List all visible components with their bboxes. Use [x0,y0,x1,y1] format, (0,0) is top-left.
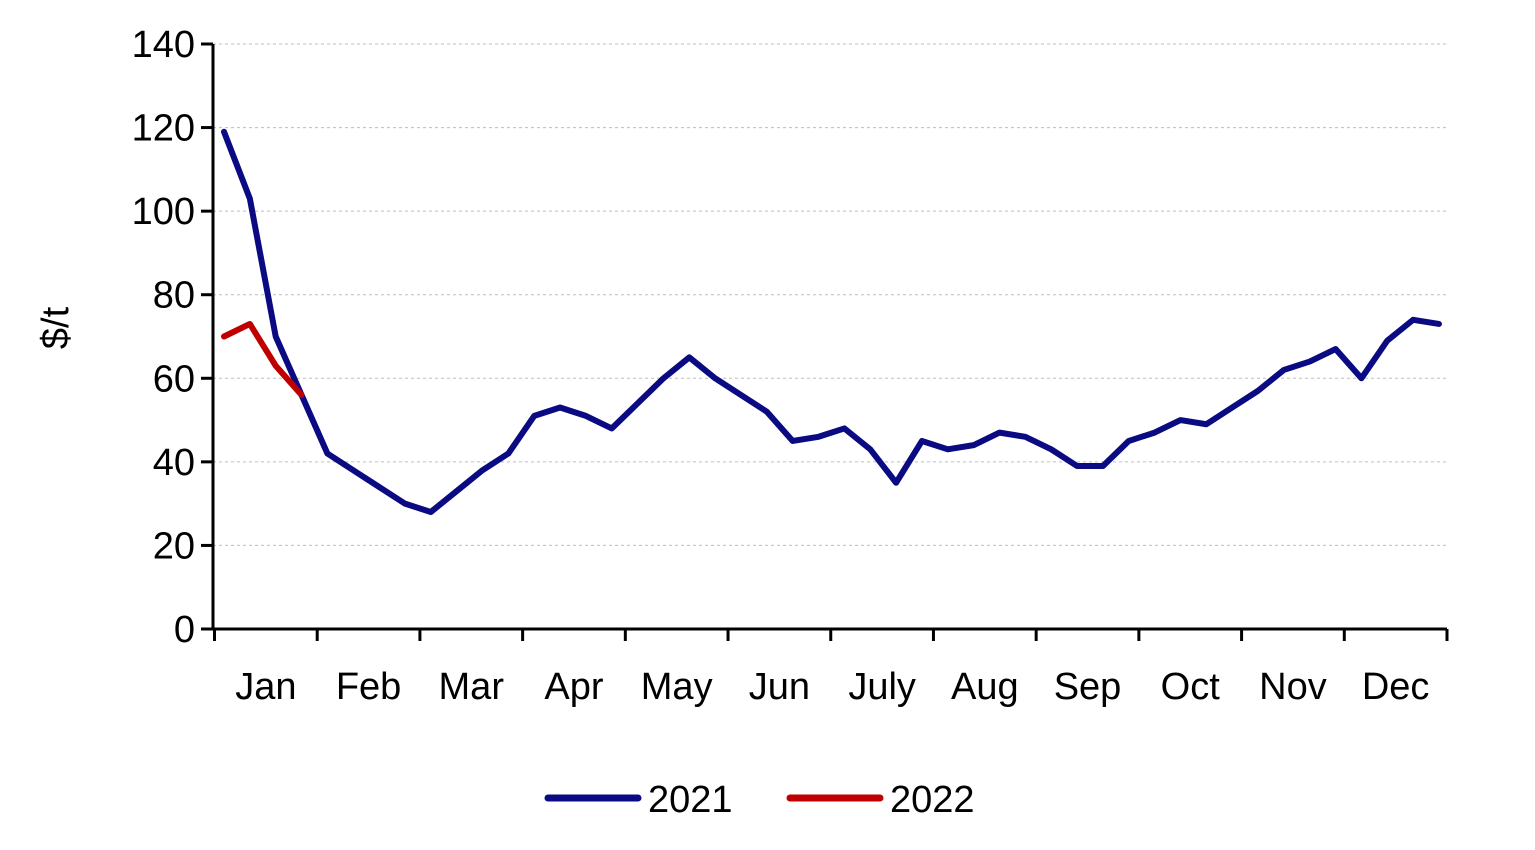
y-tick-label: 140 [132,24,195,66]
x-tick-label: Aug [951,666,1019,708]
series-lines [221,128,1442,515]
series-line-2022 [221,320,305,398]
x-tick-label: Dec [1362,666,1430,708]
x-tick-label: Mar [439,666,505,708]
x-tick-label: May [641,666,713,708]
series-line-2021 [221,128,1442,515]
x-tick-label: Feb [336,666,401,708]
y-tick-label: 80 [153,275,195,317]
y-tick-label: 100 [132,191,195,233]
y-tick-label: 120 [132,108,195,150]
axes [211,44,1447,631]
x-tick-label: Jun [749,666,810,708]
y-tick-label: 60 [153,358,195,400]
x-tick-label: July [848,666,916,708]
gridlines [213,43,1447,546]
y-tick-label: 20 [153,525,195,567]
y-tick-label: 40 [153,442,195,484]
x-axis-ticks: Jan Feb Mar Apr May Jun July Aug Sep Oct Nov Dec [213,629,1449,708]
legend: 2021 2022 [544,779,975,821]
x-tick-label: Oct [1161,666,1221,708]
x-tick-label: Jan [235,666,296,708]
y-axis-title: $/t [35,306,77,349]
y-tick-label: 0 [174,609,195,651]
x-tick-label: Apr [544,666,603,708]
legend-label-2021: 2021 [648,779,733,821]
x-tick-label: Sep [1054,666,1122,708]
legend-label-2022: 2022 [890,779,975,821]
y-axis-ticks: 0 20 40 60 80 100 120 140 [132,24,213,651]
x-tick-label: Nov [1259,666,1327,708]
